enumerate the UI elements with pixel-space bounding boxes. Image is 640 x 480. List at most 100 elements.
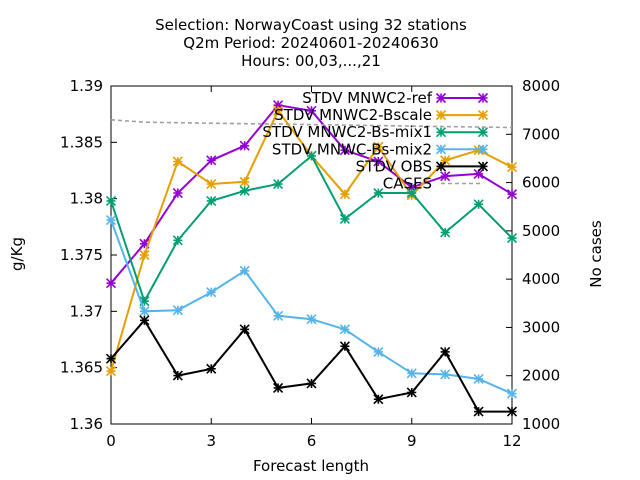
data-point [273, 178, 284, 190]
legend-label: STDV MNWC2-Bs-mix1 [262, 123, 432, 141]
data-point [206, 363, 217, 374]
series-lines [105, 100, 518, 417]
data-point [239, 176, 250, 187]
chart-title-line-3: Hours: 00,03,...,21 [241, 52, 381, 70]
data-point [172, 235, 183, 246]
data-point [406, 368, 417, 379]
data-point [273, 382, 284, 394]
data-point [373, 346, 384, 357]
y-tick-label: 1.36 [70, 415, 103, 433]
data-point [435, 92, 447, 104]
data-point [373, 141, 384, 152]
data-point [239, 265, 250, 276]
data-point [440, 369, 451, 380]
data-point [477, 161, 489, 172]
legend-label: STDV MNWC2-ref [302, 89, 432, 107]
x-tick-label: 9 [407, 432, 417, 450]
y2-tick-label: 4000 [522, 270, 560, 288]
data-point [172, 187, 183, 199]
data-point [139, 306, 150, 317]
legend-entry: STDV MNWC2-ref [302, 89, 489, 107]
data-point [406, 387, 417, 398]
series-4 [105, 315, 518, 417]
data-point [105, 353, 117, 364]
y-tick-label: 1.385 [60, 133, 103, 151]
x-axis-ticks: 0 3 6 9 12 [106, 86, 522, 450]
y2-tick-label: 1000 [522, 415, 560, 433]
series-line [110, 219, 513, 395]
y2-axis-ticks: 1000 2000 3000 4000 5000 6000 7000 8000 [506, 77, 560, 433]
series-5 [110, 119, 513, 129]
y-tick-label: 1.38 [70, 190, 103, 208]
legend-label: CASES [383, 175, 432, 193]
data-point [373, 187, 384, 199]
y-tick-label: 1.39 [70, 77, 103, 95]
data-point [477, 92, 489, 104]
y-tick-label: 1.375 [60, 246, 103, 264]
data-point [206, 287, 217, 298]
data-point [306, 105, 317, 116]
data-point [477, 144, 489, 155]
y-axis-label: g/Kg [8, 237, 26, 271]
data-point [435, 161, 447, 172]
y-tick-label: 1.37 [70, 302, 103, 320]
x-tick-label: 12 [502, 432, 521, 450]
data-point [473, 168, 484, 179]
y2-tick-label: 5000 [522, 222, 560, 240]
y-tick-label: 1.365 [60, 359, 103, 377]
y2-axis-label: No cases [587, 220, 605, 288]
series-line [110, 318, 512, 413]
data-point [172, 370, 183, 381]
legend-label: STDV OBS [356, 157, 432, 175]
data-point [339, 341, 350, 352]
data-point [139, 249, 150, 261]
data-point [506, 406, 518, 417]
y2-tick-label: 3000 [522, 318, 560, 336]
data-point [206, 178, 217, 190]
legend-label: STDV MNWC-Bs-mix2 [272, 140, 432, 158]
data-point [273, 105, 284, 116]
data-point [273, 310, 284, 321]
data-point [206, 155, 217, 166]
data-point [105, 195, 117, 206]
data-point [373, 394, 384, 405]
series-3 [105, 215, 518, 399]
data-point [105, 215, 117, 226]
legend-entry: STDV MNWC-Bs-mix2 [272, 140, 489, 158]
data-point [239, 324, 250, 335]
data-point [406, 187, 417, 199]
data-point [105, 365, 117, 377]
y2-tick-label: 2000 [522, 367, 560, 385]
x-tick-label: 3 [206, 432, 216, 450]
data-point [473, 406, 484, 417]
data-point [172, 156, 183, 167]
data-point [239, 140, 250, 151]
legend-entry: STDV OBS [356, 157, 489, 175]
series-line [110, 119, 513, 129]
data-point [440, 227, 451, 238]
y2-tick-label: 7000 [522, 125, 560, 143]
x-tick-label: 6 [307, 432, 317, 450]
data-point [506, 189, 518, 200]
chart-title-line-2: Q2m Period: 20240601-20240630 [183, 34, 438, 52]
data-point [306, 150, 317, 161]
data-point [473, 373, 484, 384]
data-point [435, 110, 447, 121]
data-point [172, 305, 183, 316]
series-0 [105, 100, 518, 289]
legend-entry: CASES [383, 175, 483, 193]
data-point [440, 155, 451, 166]
data-point [306, 378, 317, 389]
data-point [206, 195, 217, 206]
data-point [139, 315, 150, 326]
data-point [339, 324, 350, 335]
data-point [339, 213, 350, 225]
y2-tick-label: 6000 [522, 174, 560, 192]
chart-title-line-1: Selection: NorwayCoast using 32 stations [155, 16, 467, 34]
y-axis-ticks: 1.36 1.365 1.37 1.375 1.38 1.385 1.39 [60, 77, 117, 433]
data-point [477, 110, 489, 121]
data-point [435, 127, 447, 138]
legend-label: STDV MNWC2-Bscale [274, 106, 432, 124]
